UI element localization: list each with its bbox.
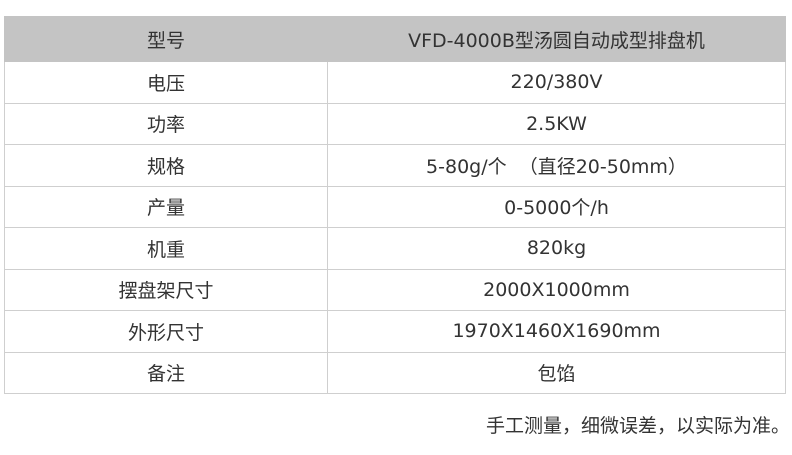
table-row: 电压 220/380V [4,61,786,104]
row-label: 规格 [4,144,328,187]
row-value: 0-5000个/h [327,185,786,228]
row-label: 功率 [4,102,328,145]
table-row: 产量 0-5000个/h [4,185,786,228]
footnote: 手工测量，细微误差，以实际为准。 [485,415,790,437]
row-value: 1970X1460X1690mm [327,310,786,353]
header-label: 型号 [4,16,328,62]
row-value: 820kg [327,227,786,270]
row-label: 产量 [4,185,328,228]
table-row: 备注 包馅 [4,351,786,394]
row-value: 220/380V [327,61,786,104]
row-value: 2000X1000mm [327,268,786,311]
row-label: 备注 [4,351,328,394]
table-row: 功率 2.5KW [4,102,786,145]
row-label: 电压 [4,61,328,104]
row-label: 机重 [4,227,328,270]
table-row: 规格 5-80g/个 （直径20-50mm） [4,144,786,187]
table-row: 摆盘架尺寸 2000X1000mm [4,268,786,311]
header-value: VFD-4000B型汤圆自动成型排盘机 [327,16,786,62]
row-label: 摆盘架尺寸 [4,268,328,311]
table-row: 外形尺寸 1970X1460X1690mm [4,310,786,353]
row-value: 5-80g/个 （直径20-50mm） [327,144,786,187]
row-label: 外形尺寸 [4,310,328,353]
table-row: 机重 820kg [4,227,786,270]
spec-table: 型号 VFD-4000B型汤圆自动成型排盘机 电压 220/380V 功率 2.5K… [4,16,786,394]
row-value: 包馅 [327,351,786,394]
row-value: 2.5KW [327,102,786,145]
table-header-row: 型号 VFD-4000B型汤圆自动成型排盘机 [4,16,786,62]
